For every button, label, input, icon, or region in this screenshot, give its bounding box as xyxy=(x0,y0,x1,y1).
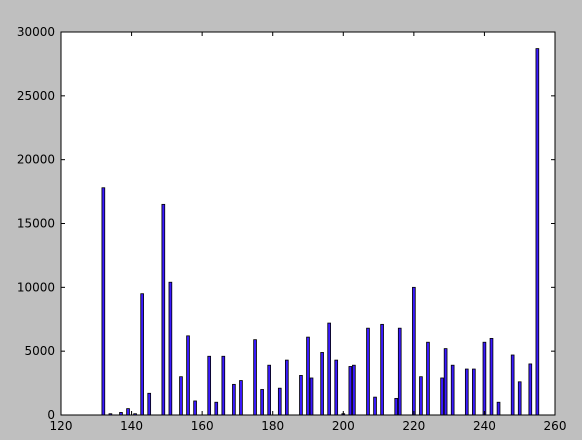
bar xyxy=(207,355,212,416)
bar xyxy=(327,322,331,416)
bar xyxy=(193,400,197,416)
y-tick-label: 5000 xyxy=(24,344,55,358)
bar xyxy=(464,368,469,416)
bar xyxy=(267,364,271,416)
bar xyxy=(472,368,476,416)
y-tick-label: 25000 xyxy=(17,89,55,103)
y-axis: 0 5000 10000 15000 20000 25000 30000 xyxy=(17,25,555,422)
y-tick-label: 30000 xyxy=(17,25,55,39)
bar xyxy=(380,323,384,416)
bar xyxy=(334,359,339,416)
bar xyxy=(419,376,423,416)
bar xyxy=(277,387,282,416)
bar xyxy=(260,389,264,416)
bar xyxy=(309,377,314,416)
y-tick-label: 20000 xyxy=(17,153,55,167)
bar xyxy=(352,364,356,416)
x-tick-label: 180 xyxy=(261,419,284,433)
x-axis: 120 140 160 180 200 220 240 260 xyxy=(50,32,567,433)
x-tick-label: 260 xyxy=(544,419,567,433)
bar xyxy=(528,363,533,416)
y-tick-label: 15000 xyxy=(17,217,55,231)
bar xyxy=(440,377,444,416)
x-tick-label: 240 xyxy=(473,419,496,433)
bar xyxy=(373,396,377,416)
bar xyxy=(299,375,303,416)
bar xyxy=(306,336,310,416)
x-tick-label: 160 xyxy=(191,419,214,433)
bar xyxy=(239,380,243,416)
bar xyxy=(140,293,144,416)
bar xyxy=(496,401,501,416)
bar xyxy=(161,203,166,416)
bar xyxy=(348,366,353,416)
bar xyxy=(489,337,494,416)
bar xyxy=(186,335,190,416)
y-tick-label: 0 xyxy=(47,408,55,422)
bar xyxy=(426,341,430,416)
bar xyxy=(179,376,183,416)
bar xyxy=(126,408,130,416)
bar xyxy=(366,327,370,416)
bar xyxy=(517,381,522,416)
x-tick-label: 200 xyxy=(332,419,355,433)
bar xyxy=(147,392,152,416)
bar xyxy=(394,398,399,416)
bar xyxy=(535,48,540,416)
bar xyxy=(510,354,515,416)
x-tick-label: 220 xyxy=(402,419,425,433)
x-tick-label: 140 xyxy=(120,419,143,433)
bar xyxy=(214,401,219,416)
bar xyxy=(253,339,257,416)
bar xyxy=(320,352,324,416)
y-tick-label: 10000 xyxy=(17,280,55,294)
bar xyxy=(101,187,106,416)
bar xyxy=(482,341,487,416)
bar xyxy=(397,327,402,416)
bar xyxy=(412,286,416,416)
bar xyxy=(221,355,226,416)
bar xyxy=(168,281,173,416)
bar xyxy=(232,383,236,416)
x-tick-label: 120 xyxy=(50,419,73,433)
bar xyxy=(285,359,289,416)
bar xyxy=(450,364,455,416)
bar xyxy=(443,348,448,416)
